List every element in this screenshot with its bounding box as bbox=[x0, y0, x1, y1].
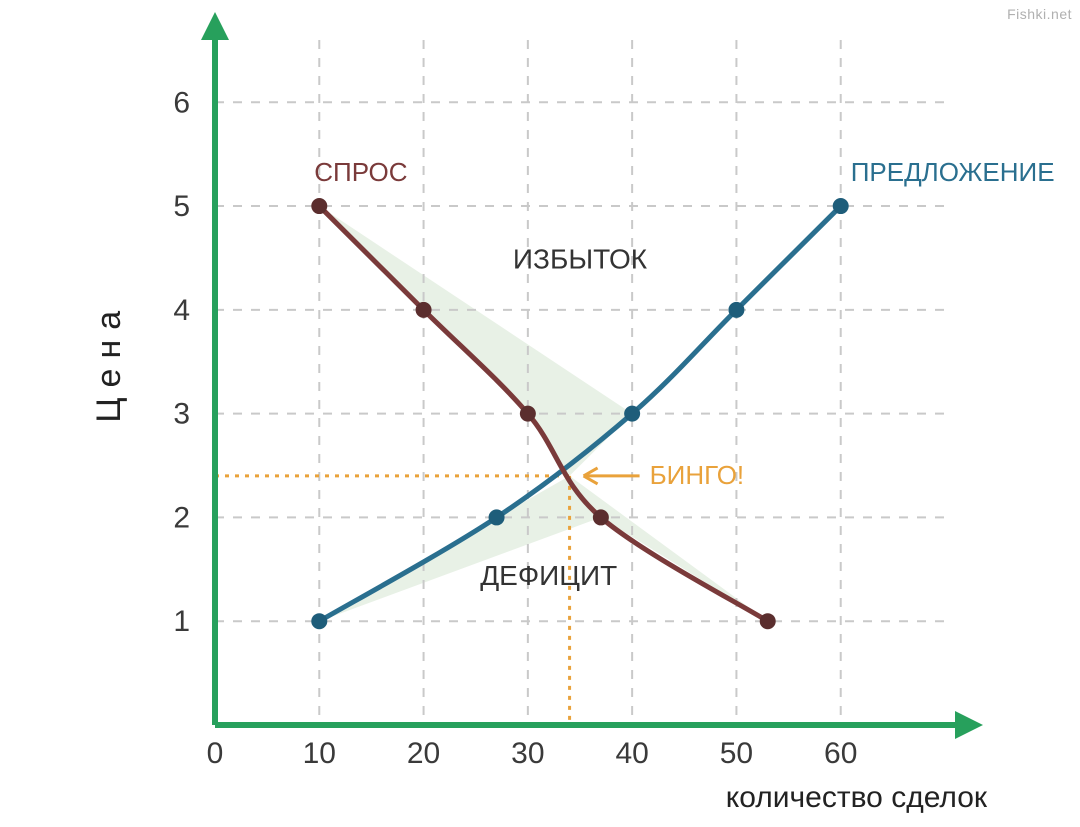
supply-point bbox=[728, 302, 744, 318]
x-tick-label: 50 bbox=[720, 737, 753, 770]
demand-point bbox=[593, 509, 609, 525]
y-tick-label: 5 bbox=[173, 190, 190, 223]
demand-label: СПРОС bbox=[314, 157, 407, 187]
chart-container: 0 10 20 30 40 50 60 1 2 3 4 5 6 количество сделок Цена… bbox=[0, 0, 1080, 827]
supply-label: ПРЕДЛОЖЕНИЕ bbox=[851, 157, 1055, 187]
y-tick-label: 3 bbox=[173, 398, 190, 431]
y-tick-label: 1 bbox=[173, 605, 190, 638]
y-tick-label: 6 bbox=[173, 86, 190, 119]
x-tick-label: 60 bbox=[824, 737, 857, 770]
y-tick-label: 2 bbox=[173, 501, 190, 534]
supply-point bbox=[311, 613, 327, 629]
x-tick-label: 0 bbox=[207, 737, 224, 770]
y-tick-label: 4 bbox=[173, 294, 190, 327]
demand-point bbox=[520, 406, 536, 422]
x-tick-label: 20 bbox=[407, 737, 440, 770]
x-axis-label: количество сделок bbox=[726, 781, 988, 814]
demand-point bbox=[416, 302, 432, 318]
supply-point bbox=[833, 198, 849, 214]
watermark: Fishki.net bbox=[1007, 6, 1072, 22]
supply-point bbox=[624, 406, 640, 422]
y-axis-label: Цена bbox=[90, 301, 128, 423]
demand-point bbox=[760, 613, 776, 629]
x-tick-label: 40 bbox=[615, 737, 648, 770]
supply-demand-chart: 0 10 20 30 40 50 60 1 2 3 4 5 6 количество сделок Цена… bbox=[0, 0, 1080, 827]
deficit-label: ДЕФИЦИТ bbox=[480, 560, 617, 591]
x-tick-label: 10 bbox=[303, 737, 336, 770]
supply-point bbox=[489, 509, 505, 525]
demand-point bbox=[311, 198, 327, 214]
bingo-label: БИНГО! bbox=[650, 460, 745, 490]
surplus-label: ИЗБЫТОК bbox=[513, 243, 648, 274]
x-tick-label: 30 bbox=[511, 737, 544, 770]
